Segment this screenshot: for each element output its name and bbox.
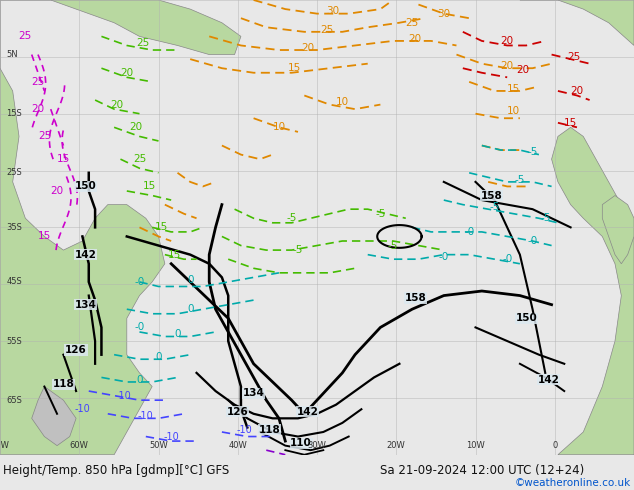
Text: -0: -0 [502,254,512,264]
Polygon shape [0,0,241,54]
Text: 110: 110 [290,439,312,448]
Text: 15: 15 [38,231,51,242]
Text: -5: -5 [293,245,303,255]
Text: 118: 118 [53,379,74,389]
Text: 15: 15 [155,222,168,232]
Text: -0: -0 [464,227,474,237]
Text: 25: 25 [320,24,333,35]
Text: 15: 15 [288,63,301,73]
Text: -5: -5 [388,241,398,250]
Text: -10: -10 [75,404,90,414]
Text: 20: 20 [571,86,583,96]
Text: 25: 25 [133,154,146,164]
Text: -0: -0 [439,252,449,262]
Text: 25: 25 [32,77,44,87]
Text: 15: 15 [507,84,520,94]
Text: 30: 30 [437,9,450,19]
Text: 20: 20 [409,34,422,44]
Text: 150: 150 [515,313,537,323]
Text: 15: 15 [168,249,181,260]
Text: 20: 20 [501,61,514,71]
Text: 10W: 10W [466,441,485,450]
Text: 142: 142 [538,375,559,385]
Text: 20: 20 [301,43,314,53]
Text: 55S: 55S [6,337,22,345]
Text: 0: 0 [187,304,193,314]
Text: -5: -5 [287,213,297,223]
Text: -10: -10 [236,425,252,435]
Text: 126: 126 [65,345,87,355]
Text: 134: 134 [75,300,96,310]
Text: 25: 25 [38,131,51,142]
Text: 50W: 50W [149,441,168,450]
Text: 150: 150 [75,181,96,192]
Text: 30: 30 [327,6,339,16]
Text: 10: 10 [507,106,520,117]
Text: -5: -5 [515,174,525,185]
Text: 40W: 40W [228,441,247,450]
Text: 25: 25 [567,52,580,62]
Text: 158: 158 [481,191,502,200]
Text: ©weatheronline.co.uk: ©weatheronline.co.uk [515,478,631,488]
Text: 25S: 25S [6,168,22,177]
Text: 25: 25 [406,18,418,28]
Text: 20: 20 [501,36,514,46]
Text: 126: 126 [227,407,249,416]
Text: 5N: 5N [6,50,18,59]
Text: -0: -0 [134,322,145,332]
Text: 10: 10 [273,122,285,132]
Text: -10: -10 [164,432,179,441]
Text: 0: 0 [174,329,181,339]
Text: 15: 15 [564,118,577,128]
Text: Sa 21-09-2024 12:00 UTC (12+24): Sa 21-09-2024 12:00 UTC (12+24) [380,464,585,477]
Text: 20: 20 [51,186,63,196]
Polygon shape [552,127,634,455]
Text: 142: 142 [297,407,318,416]
Text: 0: 0 [552,441,557,450]
Text: -10: -10 [116,391,131,401]
Polygon shape [520,0,634,46]
Text: 20: 20 [517,66,529,75]
Polygon shape [0,0,165,455]
Text: 0: 0 [187,275,193,285]
Text: 158: 158 [404,293,426,303]
Text: 15S: 15S [6,109,22,118]
Polygon shape [602,196,634,264]
Text: 20: 20 [120,68,133,78]
Text: 10: 10 [336,98,349,107]
Text: 0: 0 [155,352,162,362]
Text: -10: -10 [138,411,153,421]
Text: 45S: 45S [6,277,22,287]
Polygon shape [32,387,76,445]
Text: 0: 0 [136,375,143,385]
Text: 142: 142 [75,249,96,260]
Text: 15: 15 [57,154,70,164]
Text: Height/Temp. 850 hPa [gdmp][°C] GFS: Height/Temp. 850 hPa [gdmp][°C] GFS [3,464,230,477]
Text: 20: 20 [130,122,143,132]
Text: 60W: 60W [70,441,89,450]
Text: -5: -5 [540,213,550,223]
Text: 35S: 35S [6,223,22,232]
Text: 65S: 65S [6,395,22,405]
Text: 25: 25 [136,38,149,48]
Text: 20W: 20W [387,441,406,450]
Text: 20: 20 [32,104,44,114]
Text: -5: -5 [489,202,500,212]
Text: 30W: 30W [307,441,327,450]
Text: 134: 134 [243,389,264,398]
Text: -0: -0 [527,236,538,246]
Text: -5: -5 [375,209,385,219]
Text: 15: 15 [143,181,155,192]
Text: 118: 118 [259,425,280,435]
Text: -0: -0 [134,277,145,287]
Text: 70W: 70W [0,441,10,450]
Text: -5: -5 [527,147,538,157]
Text: 20: 20 [111,99,124,110]
Text: 25: 25 [19,31,32,41]
